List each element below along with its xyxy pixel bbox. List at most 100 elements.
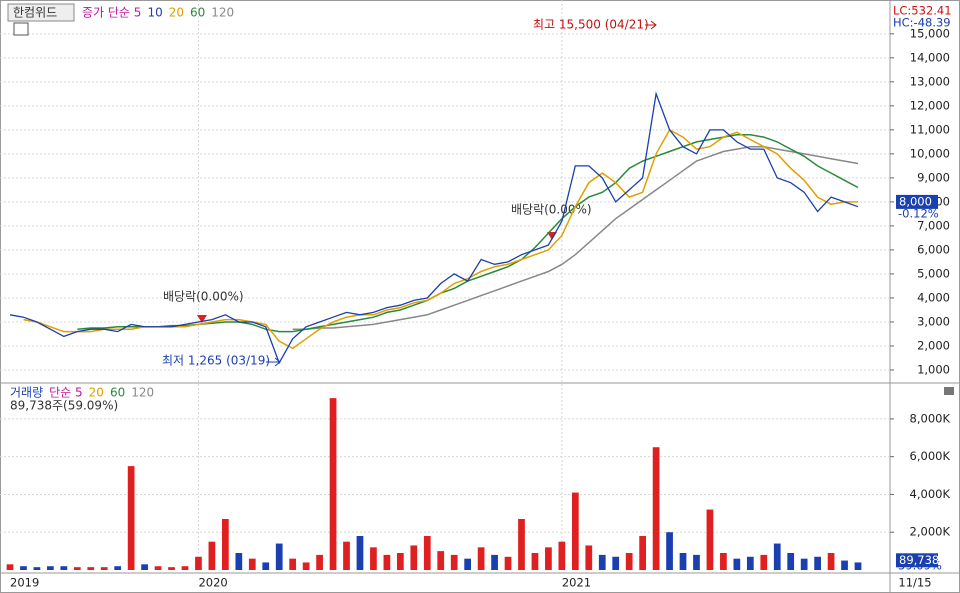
y-tick-label: 5,000	[917, 266, 950, 280]
y-tick-label: 7,000	[917, 218, 950, 232]
legend-item: 120	[211, 6, 234, 20]
volume-bar	[477, 547, 485, 570]
volume-bar	[100, 567, 108, 570]
y-tick-label: 1,000	[917, 362, 950, 376]
y-tick-label: 2,000K	[910, 525, 951, 539]
volume-bar	[6, 564, 14, 570]
volume-bar	[356, 536, 364, 570]
last-label: 8,000	[899, 194, 932, 208]
volume-bar	[195, 556, 202, 570]
y-tick-label: 2,000	[917, 338, 950, 352]
volume-bar	[154, 566, 162, 570]
volume-bar	[666, 532, 673, 570]
y-tick-label: 15,000	[910, 26, 950, 40]
volume-bar	[235, 553, 243, 570]
volume-bar	[787, 553, 795, 570]
volume-bar	[652, 447, 660, 570]
volume-bar	[491, 554, 498, 570]
volume-bar	[343, 541, 350, 570]
volume-bar	[800, 558, 808, 570]
volume-bar	[168, 567, 175, 570]
y-tick-label: 6,000K	[910, 449, 951, 463]
legend-item: 단순 5	[49, 386, 83, 400]
panel-button[interactable]	[944, 387, 954, 395]
volume-bar	[410, 545, 418, 570]
volume-bar	[396, 553, 404, 570]
annotation: 배당락(0.00%)	[511, 203, 592, 217]
volume-bar	[87, 567, 95, 570]
volume-bar	[423, 536, 431, 570]
dividend-marker	[197, 315, 207, 323]
volume-bar	[141, 564, 148, 570]
volume-bar	[222, 519, 229, 570]
volume-bar	[585, 545, 593, 570]
y-tick-label: 11,000	[910, 122, 950, 136]
x-tick-label: 2021	[562, 576, 591, 590]
annotation: 최고 15,500 (04/21)	[533, 18, 649, 32]
volume-bar	[558, 541, 566, 570]
volume-bar	[370, 547, 377, 570]
legend-item: 60	[190, 6, 205, 20]
y-tick-label: 3,000	[917, 314, 950, 328]
volume-bar	[33, 567, 41, 570]
y-tick-label: 6,000	[917, 242, 950, 256]
volume-bar	[464, 558, 472, 570]
volume-bar	[329, 398, 337, 570]
volume-bar	[827, 553, 835, 570]
legend-item: 60	[110, 386, 125, 400]
volume-bar	[127, 466, 135, 570]
x-tick-label: 2020	[198, 576, 227, 590]
annotation: 최저 1,265 (03/19)	[162, 354, 270, 368]
legend-item: 120	[131, 386, 154, 400]
stock-name[interactable]: 한컴위드	[13, 6, 57, 20]
legend-item: 20	[169, 6, 184, 20]
volume-bar	[47, 566, 54, 570]
volume-bar	[720, 553, 727, 570]
volume-bar	[625, 553, 633, 570]
hc-label: HC:-48.39	[893, 16, 951, 30]
volume-bar	[639, 536, 646, 570]
y-tick-label: 13,000	[910, 74, 950, 88]
volume-info: 89,738주(59.09%)	[10, 399, 118, 413]
volume-bar	[437, 551, 445, 570]
volume-bar	[208, 541, 216, 570]
volume-bar	[841, 560, 848, 570]
x-tick-label: 11/15	[898, 576, 931, 590]
y-tick-label: 10,000	[910, 146, 950, 160]
volume-bar	[518, 519, 525, 570]
legend-item: 증가 단순 5	[82, 6, 141, 20]
last-label: 89,738	[899, 553, 939, 567]
volume-bar	[450, 554, 458, 570]
legend-item: 거래량	[10, 386, 43, 400]
volume-bar	[746, 556, 754, 570]
last-box	[896, 194, 938, 209]
volume-bar	[114, 566, 122, 570]
volume-bar	[545, 547, 552, 570]
y-tick-label: 14,000	[910, 50, 950, 64]
y-tick-label: 8,000K	[910, 411, 951, 425]
volume-bar	[612, 556, 620, 570]
y-tick-label: 4,000	[917, 290, 950, 304]
volume-bar	[262, 562, 270, 570]
volume-bar	[598, 554, 606, 570]
annotation: 배당락(0.00%)	[163, 290, 244, 304]
volume-bar	[383, 554, 391, 570]
volume-bar	[181, 566, 189, 570]
volume-bar	[773, 543, 781, 570]
volume-bar	[733, 558, 741, 570]
volume-bar	[679, 553, 687, 570]
table-icon[interactable]	[13, 22, 29, 36]
change-label: -0.12%	[898, 207, 939, 221]
legend-item: 20	[89, 386, 104, 400]
volume-bar	[693, 554, 700, 570]
volume-bar	[289, 558, 297, 570]
volume-bar	[760, 554, 768, 570]
volume-bar	[20, 566, 27, 570]
volume-bar	[504, 556, 512, 570]
y-tick-label: 4,000K	[910, 487, 951, 501]
stock-button[interactable]	[7, 3, 75, 22]
volume-bar	[814, 556, 821, 570]
volume-bar	[571, 492, 579, 570]
